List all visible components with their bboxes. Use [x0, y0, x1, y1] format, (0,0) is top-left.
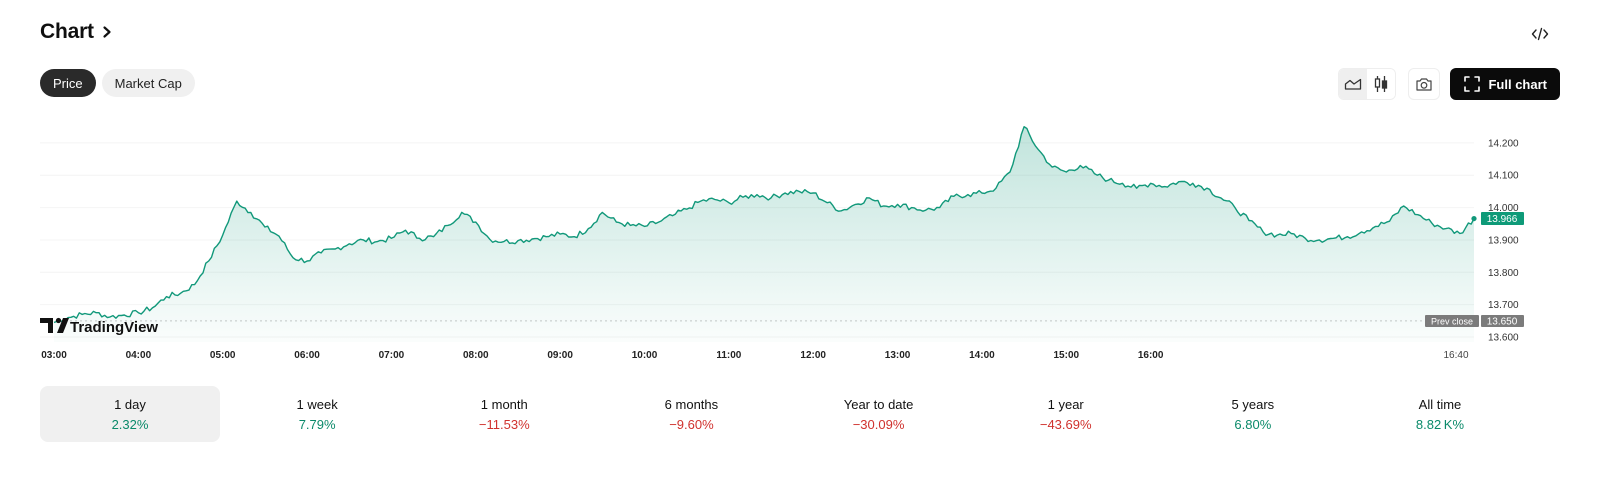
y-axis: 14.200 14.100 14.000 13.900 13.800 13.700 13.6…	[1488, 138, 1519, 343]
range-5-years[interactable]: 5 years 6.80%	[1163, 386, 1343, 442]
x-tick-label: 07:00	[379, 350, 405, 361]
range-label: 1 year	[1047, 396, 1084, 412]
last-price-point	[1471, 215, 1477, 222]
range-label: All time	[1418, 396, 1462, 412]
range-change: −9.60%	[669, 416, 714, 432]
screenshot-button[interactable]	[1408, 68, 1441, 100]
fullscreen-icon	[1464, 76, 1481, 92]
y-tick-label: 13.800	[1488, 268, 1519, 279]
x-tick-label: 08:00	[463, 350, 489, 361]
tradingview-watermark: TradingView	[40, 317, 158, 336]
prev-close-label: Prev close	[1431, 317, 1473, 327]
area-chart-button[interactable]	[1339, 69, 1368, 99]
metric-tabs: Price Market Cap	[40, 69, 195, 97]
prev-close-value: 13.650	[1487, 317, 1518, 328]
area-chart-icon	[1345, 78, 1362, 90]
x-tick-label: 06:00	[294, 350, 320, 361]
range-change: 8.82 K%	[1415, 416, 1465, 432]
chart-type-toggle	[1338, 68, 1397, 100]
y-tick-label: 13.700	[1488, 300, 1519, 311]
range-change: 2.32%	[111, 416, 149, 432]
x-tick-label: 14:00	[969, 350, 995, 361]
page-title: Chart	[40, 20, 94, 43]
x-tick-label: 13:00	[885, 350, 911, 361]
range-1-month[interactable]: 1 month −11.53%	[414, 386, 594, 442]
price-chart[interactable]: 03:00 04:00 05:00 06:00 07:00 08:00 09:00 10:00…	[0, 110, 1600, 372]
range-1-year[interactable]: 1 year −43.69%	[976, 386, 1156, 442]
full-chart-button[interactable]: Full chart	[1450, 68, 1560, 100]
range-change: −11.53%	[478, 416, 530, 432]
range-change: −30.09%	[852, 416, 905, 432]
y-tick-label: 14.000	[1488, 203, 1519, 214]
x-tick-label: 11:00	[716, 350, 741, 361]
tab-price-label: Price	[53, 75, 83, 91]
range-label: Year to date	[843, 396, 914, 412]
x-tick-label-current: 16:40	[1443, 350, 1468, 361]
range-label: 5 years	[1231, 396, 1275, 412]
x-tick-label: 10:00	[632, 350, 658, 361]
price-series-line	[53, 126, 1475, 324]
range-selector: 1 day 2.32% 1 week 7.79% 1 month −11.53%…	[40, 386, 1530, 442]
prev-close-badge: Prev close 13.650	[1425, 315, 1524, 328]
y-tick-label: 13.900	[1488, 235, 1519, 246]
range-change: 7.79%	[298, 416, 336, 432]
last-price-value: 13.966	[1487, 214, 1518, 225]
range-all-time[interactable]: All time 8.82 K%	[1350, 386, 1530, 442]
tab-market-cap[interactable]: Market Cap	[101, 69, 195, 97]
price-area-fill	[54, 126, 1474, 342]
range-label: 6 months	[664, 396, 719, 412]
x-tick-label: 12:00	[800, 350, 826, 361]
embed-code-button[interactable]	[1528, 24, 1552, 44]
full-chart-label: Full chart	[1488, 76, 1547, 92]
y-tick-label: 14.200	[1488, 138, 1519, 149]
x-tick-label: 15:00	[1053, 350, 1079, 361]
x-axis: 03:00 04:00 05:00 06:00 07:00 08:00 09:00 10:00…	[41, 350, 1469, 361]
candlestick-icon	[1375, 76, 1388, 92]
camera-icon	[1416, 77, 1433, 91]
chart-toolbar: Full chart	[1338, 68, 1560, 100]
range-1-day[interactable]: 1 day 2.32%	[40, 386, 220, 442]
tradingview-logo-icon	[40, 317, 69, 333]
range-year-to-date[interactable]: Year to date −30.09%	[789, 386, 969, 442]
range-change: 6.80%	[1234, 416, 1272, 432]
chart-series	[53, 126, 1477, 342]
tab-market-cap-label: Market Cap	[114, 75, 182, 91]
range-1-week[interactable]: 1 week 7.79%	[227, 386, 407, 442]
x-tick-label: 04:00	[126, 350, 152, 361]
range-label: 1 month	[480, 396, 528, 412]
embed-code-icon	[1531, 27, 1549, 41]
range-label: 1 week	[296, 396, 338, 412]
range-change: −43.69%	[1039, 416, 1092, 432]
candlestick-chart-button[interactable]	[1367, 69, 1396, 99]
range-label: 1 day	[114, 396, 146, 412]
chevron-right-icon	[103, 26, 111, 38]
x-tick-label: 16:00	[1138, 350, 1164, 361]
x-tick-label: 03:00	[41, 350, 67, 361]
y-tick-label: 13.600	[1488, 333, 1519, 344]
chart-title-link[interactable]: Chart	[40, 20, 114, 44]
last-price-badge: 13.966	[1481, 212, 1524, 225]
x-tick-label: 05:00	[210, 350, 236, 361]
y-tick-label: 14.100	[1488, 171, 1519, 182]
tab-price[interactable]: Price	[40, 69, 96, 97]
range-6-months[interactable]: 6 months −9.60%	[601, 386, 781, 442]
x-tick-label: 09:00	[547, 350, 573, 361]
tradingview-watermark-text: TradingView	[70, 319, 158, 336]
